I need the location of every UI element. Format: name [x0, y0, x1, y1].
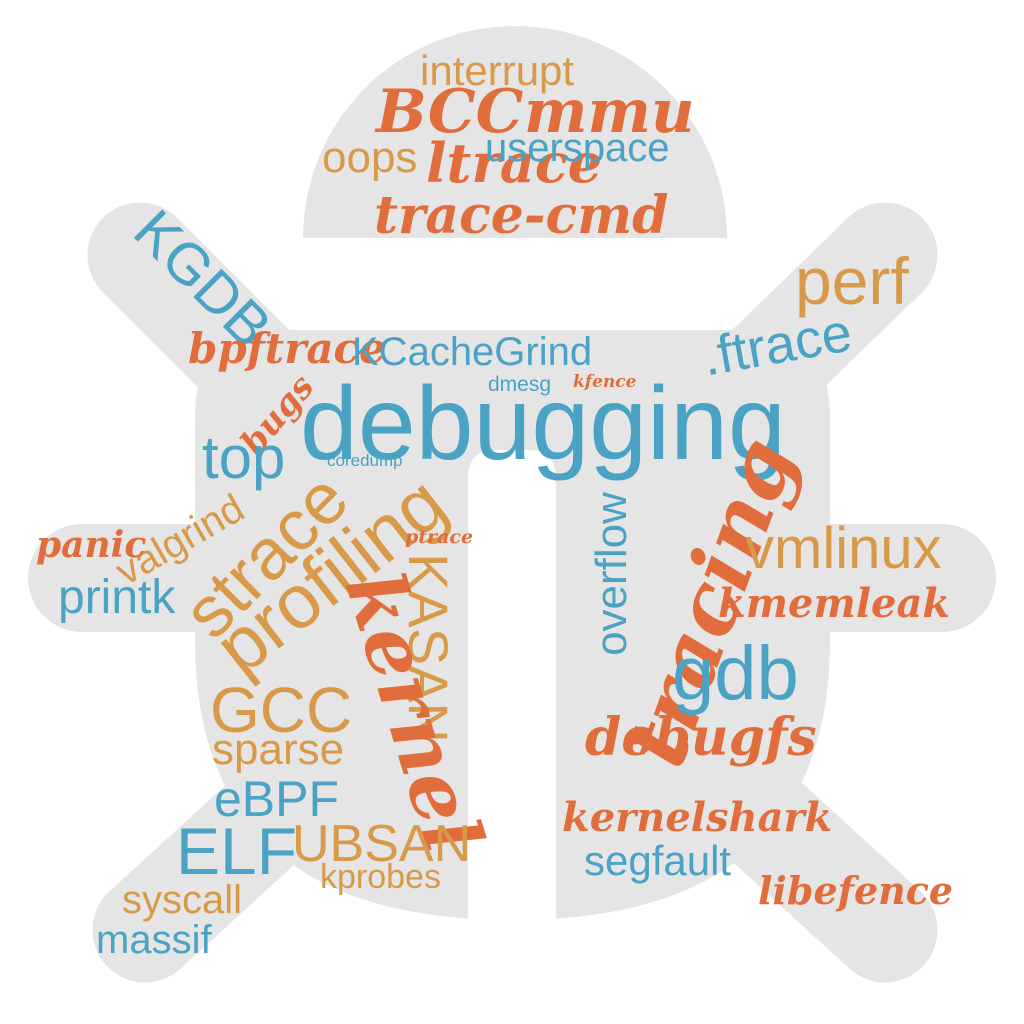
- word-dmesg: dmesg: [488, 373, 552, 396]
- word-sparse: sparse: [212, 725, 345, 774]
- word-debugging: debugging: [300, 366, 786, 482]
- word-kmemleak: kmemleak: [718, 580, 951, 627]
- word-segfault: segfault: [584, 837, 732, 884]
- word-kprobes: kprobes: [320, 858, 441, 896]
- word-ubsan: UBSAN: [292, 815, 472, 873]
- word-debugfs: debugfs: [585, 707, 817, 768]
- word-bcc: BCC: [376, 77, 524, 147]
- word-interrupt: interrupt: [420, 47, 575, 94]
- word-ebpf: eBPF: [214, 771, 340, 827]
- word-bpftrace: bpftrace: [188, 324, 386, 373]
- word-coredump: coredump: [327, 451, 403, 470]
- word-gdb: gdb: [672, 631, 799, 716]
- word-kernelshark: kernelshark: [562, 794, 833, 841]
- word-ltrace: ltrace: [426, 131, 603, 195]
- word-syscall: syscall: [122, 878, 243, 922]
- word-overflow: overflow: [586, 492, 636, 656]
- word-kfence: kfence: [573, 372, 637, 392]
- word-kcachegrind: KCacheGrind: [352, 330, 593, 374]
- word-perf: perf: [795, 244, 909, 318]
- word-mmu: mmu: [524, 77, 695, 147]
- word-vmlinux: vmlinux: [745, 516, 942, 581]
- word-panic: panic: [36, 524, 147, 566]
- word-trace-cmd: trace-cmd: [374, 185, 669, 246]
- word-ptrace: ptrace: [405, 526, 474, 548]
- word-libefence: libefence: [758, 868, 954, 913]
- word-printk: printk: [58, 571, 176, 624]
- word-elf: ELF: [176, 814, 298, 888]
- word-oops: oops: [322, 133, 418, 182]
- word-gcc: GCC: [210, 674, 353, 746]
- word-top: top: [202, 424, 286, 491]
- word-massif: massif: [96, 918, 212, 962]
- word-userspace: userspace: [485, 126, 670, 170]
